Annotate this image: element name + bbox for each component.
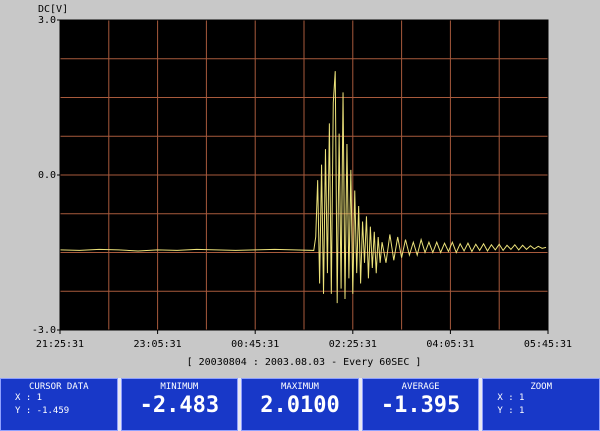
chart: DC[V] [ 20030804 : 2003.08.03 - Every 60… [32,4,572,368]
panel-line: Y : 1 [497,406,525,416]
y-tick-label: -3.0 [32,325,56,336]
x-tick-label: 23:05:31 [134,339,182,350]
panel-title: MAXIMUM [281,382,319,392]
panel-value: -1.395 [380,393,461,418]
x-tick-label: 00:45:31 [231,339,279,350]
subtitle: [ 20030804 : 2003.08.03 - Every 60SEC ] [187,357,422,368]
x-tick-label: 21:25:31 [36,339,84,350]
panel-title: CURSOR DATA [28,382,89,392]
x-tick-label: 05:45:31 [524,339,572,350]
panel-line: Y : -1.459 [15,406,70,416]
panel-line: X : 1 [15,393,43,403]
panel-title: ZOOM [530,382,553,392]
y-tick-label: 3.0 [38,15,56,26]
status-panel: AVERAGE -1.395 [361,378,480,431]
plot-border [59,19,549,331]
x-tick-label: 04:05:31 [426,339,474,350]
y-tick-label: 0.0 [38,170,56,181]
status-panel: ZOOM X : 1 Y : 1 [482,378,600,431]
panel-title: MINIMUM [160,382,199,392]
signal-line [59,71,547,304]
x-tick-label: 02:25:31 [329,339,377,350]
panel-value: 2.0100 [260,393,340,418]
panel-value: -2.483 [139,393,220,418]
status-panel: CURSOR DATA X : 1 Y : -1.459 [0,378,118,431]
status-panel: MINIMUM -2.483 [120,378,239,431]
panel-line: X : 1 [497,393,525,403]
status-panel: MAXIMUM 2.0100 [241,378,359,431]
y-axis-label: DC[V] [38,4,68,15]
panel-title: AVERAGE [401,382,440,392]
